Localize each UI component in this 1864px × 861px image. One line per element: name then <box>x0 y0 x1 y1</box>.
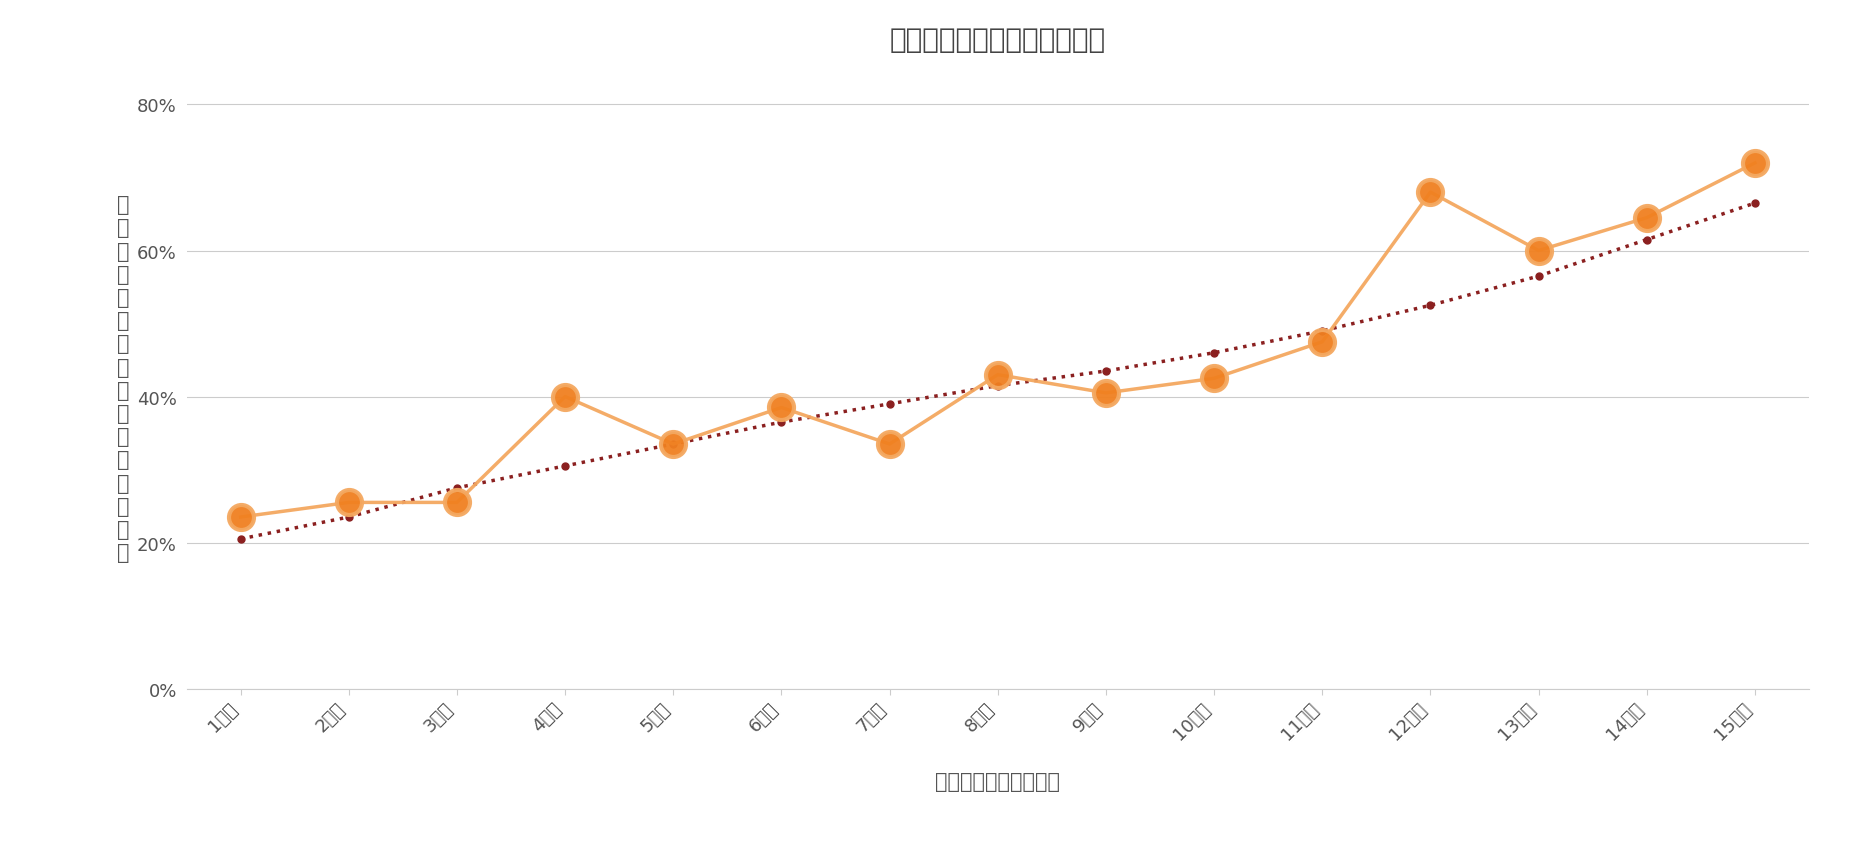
X-axis label: 子どもの学習継続期間: 子どもの学習継続期間 <box>934 771 1061 791</box>
Title: 花マルと学習継続期間の関係: 花マルと学習継続期間の関係 <box>889 26 1105 54</box>
Y-axis label: 花
マ
ル
を
つ
け
る
習
慣
の
あ
る
親
の
割
合: 花 マ ル を つ け る 習 慣 の あ る 親 の 割 合 <box>117 195 129 562</box>
